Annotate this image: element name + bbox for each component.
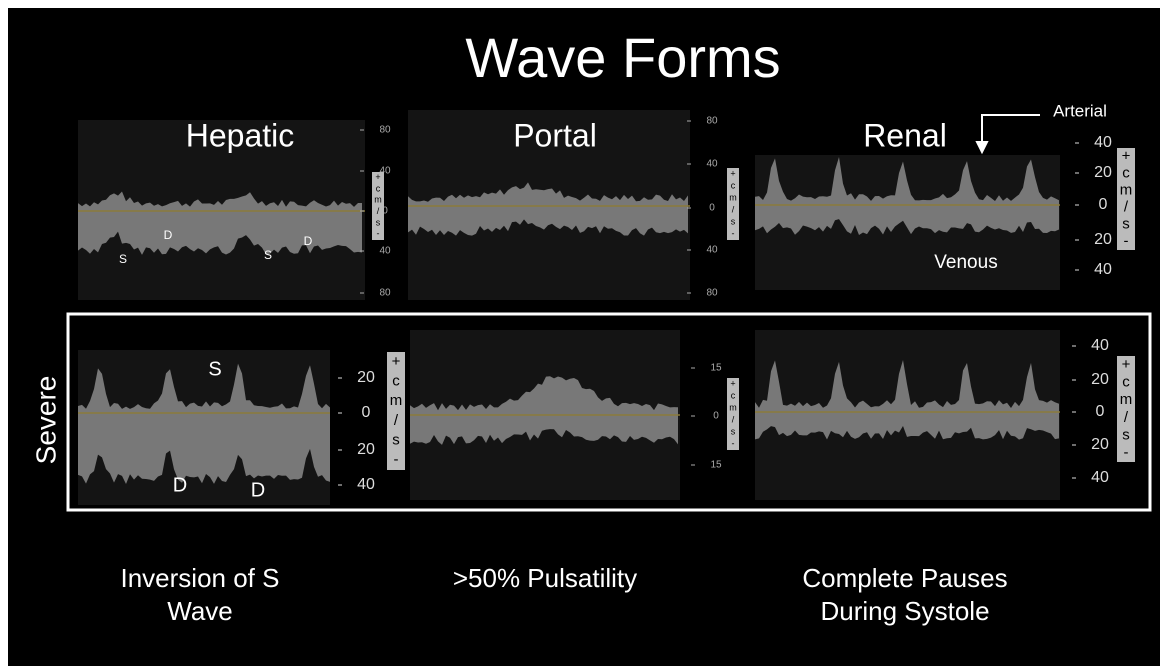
wave-marker: S [264,248,272,262]
unit-letter: m [1120,181,1133,198]
scale-tick-label: 80 [706,288,718,299]
scale-tick-label: 40 [706,245,718,256]
unit-letter: s [376,217,381,227]
unit-letter: c [731,180,736,190]
wave-marker: S [208,358,221,380]
scale-tick-label: 40 [1091,469,1109,486]
unit-letter: c [392,372,400,389]
unit-letter: s [1122,426,1130,443]
unit-letter: + [730,168,735,178]
unit-letter: s [1122,215,1130,232]
unit-letter: - [1124,232,1129,249]
annotation: Arterial [1053,101,1107,120]
scale-tick-label: 80 [379,288,391,299]
unit-letter: - [377,229,380,239]
unit-letter: + [1122,356,1131,373]
caption: Inversion of S [121,563,280,593]
caption: Complete Pauses [802,563,1007,593]
unit-letter: + [730,378,735,388]
unit-letter: c [1122,164,1130,181]
unit-letter: s [731,426,736,436]
caption: >50% Pulsatility [453,563,637,593]
unit-letter: - [394,451,399,468]
wave-marker: D [251,479,265,501]
wave-marker: S [119,252,127,266]
caption: Wave [167,596,233,626]
scale-tick-label: 40 [1094,134,1112,151]
unit-letter: m [1120,391,1133,408]
unit-letter: + [392,353,401,370]
scale-tick-label: 20 [1094,231,1112,248]
panel-title: Hepatic [186,117,295,153]
scale-tick-label: 20 [1094,164,1112,181]
unit-letter: + [375,172,380,182]
unit-letter: - [732,438,735,448]
panel-title: Renal [863,117,947,153]
scale-tick-label: 40 [706,159,718,170]
scale-tick-label: 15 [710,363,722,374]
scale-tick-label: 0 [362,404,371,421]
scale-tick-label: 80 [706,116,718,127]
unit-letter: - [1124,444,1129,461]
unit-letter: c [1122,373,1130,390]
unit-letter: m [374,195,382,205]
scale-tick-label: 20 [357,441,375,458]
scale-tick-label: 20 [1091,436,1109,453]
annotation: Venous [934,252,997,273]
slide: Wave Forms Severe Hepatic Portal Renal 80 40… [0,0,1166,666]
scale-tick-label: 0 [1096,403,1105,420]
scale-tick-label: 20 [1091,371,1109,388]
scale-tick-label: 0 [709,203,715,214]
unit-letter: - [732,228,735,238]
scale-tick-label: 40 [357,476,375,493]
scale-tick-label: 40 [1091,337,1109,354]
wave-marker: D [304,234,313,248]
unit-letter: c [731,390,736,400]
unit-letter: m [729,192,737,202]
severe-label: Severe [30,376,61,465]
scale-tick-label: 15 [710,460,722,471]
unit-letter: c [376,183,381,193]
unit-letter: + [1122,147,1131,164]
unit-letter: s [731,216,736,226]
scale-tick-label: 40 [1094,261,1112,278]
unit-letter: m [390,392,403,409]
panel-title: Portal [513,117,597,153]
scale-tick-label: 0 [713,411,719,422]
scale-tick-label: 20 [357,369,375,386]
wave-marker: D [173,474,187,496]
caption: During Systole [820,596,989,626]
unit-letter: m [729,402,737,412]
wave-marker: D [164,228,173,242]
scale-tick-label: 40 [379,246,391,257]
scale-tick-label: 0 [1099,196,1108,213]
slide-title: Wave Forms [465,26,780,89]
unit-letter: s [392,431,400,448]
scale-tick-label: 80 [379,125,391,136]
